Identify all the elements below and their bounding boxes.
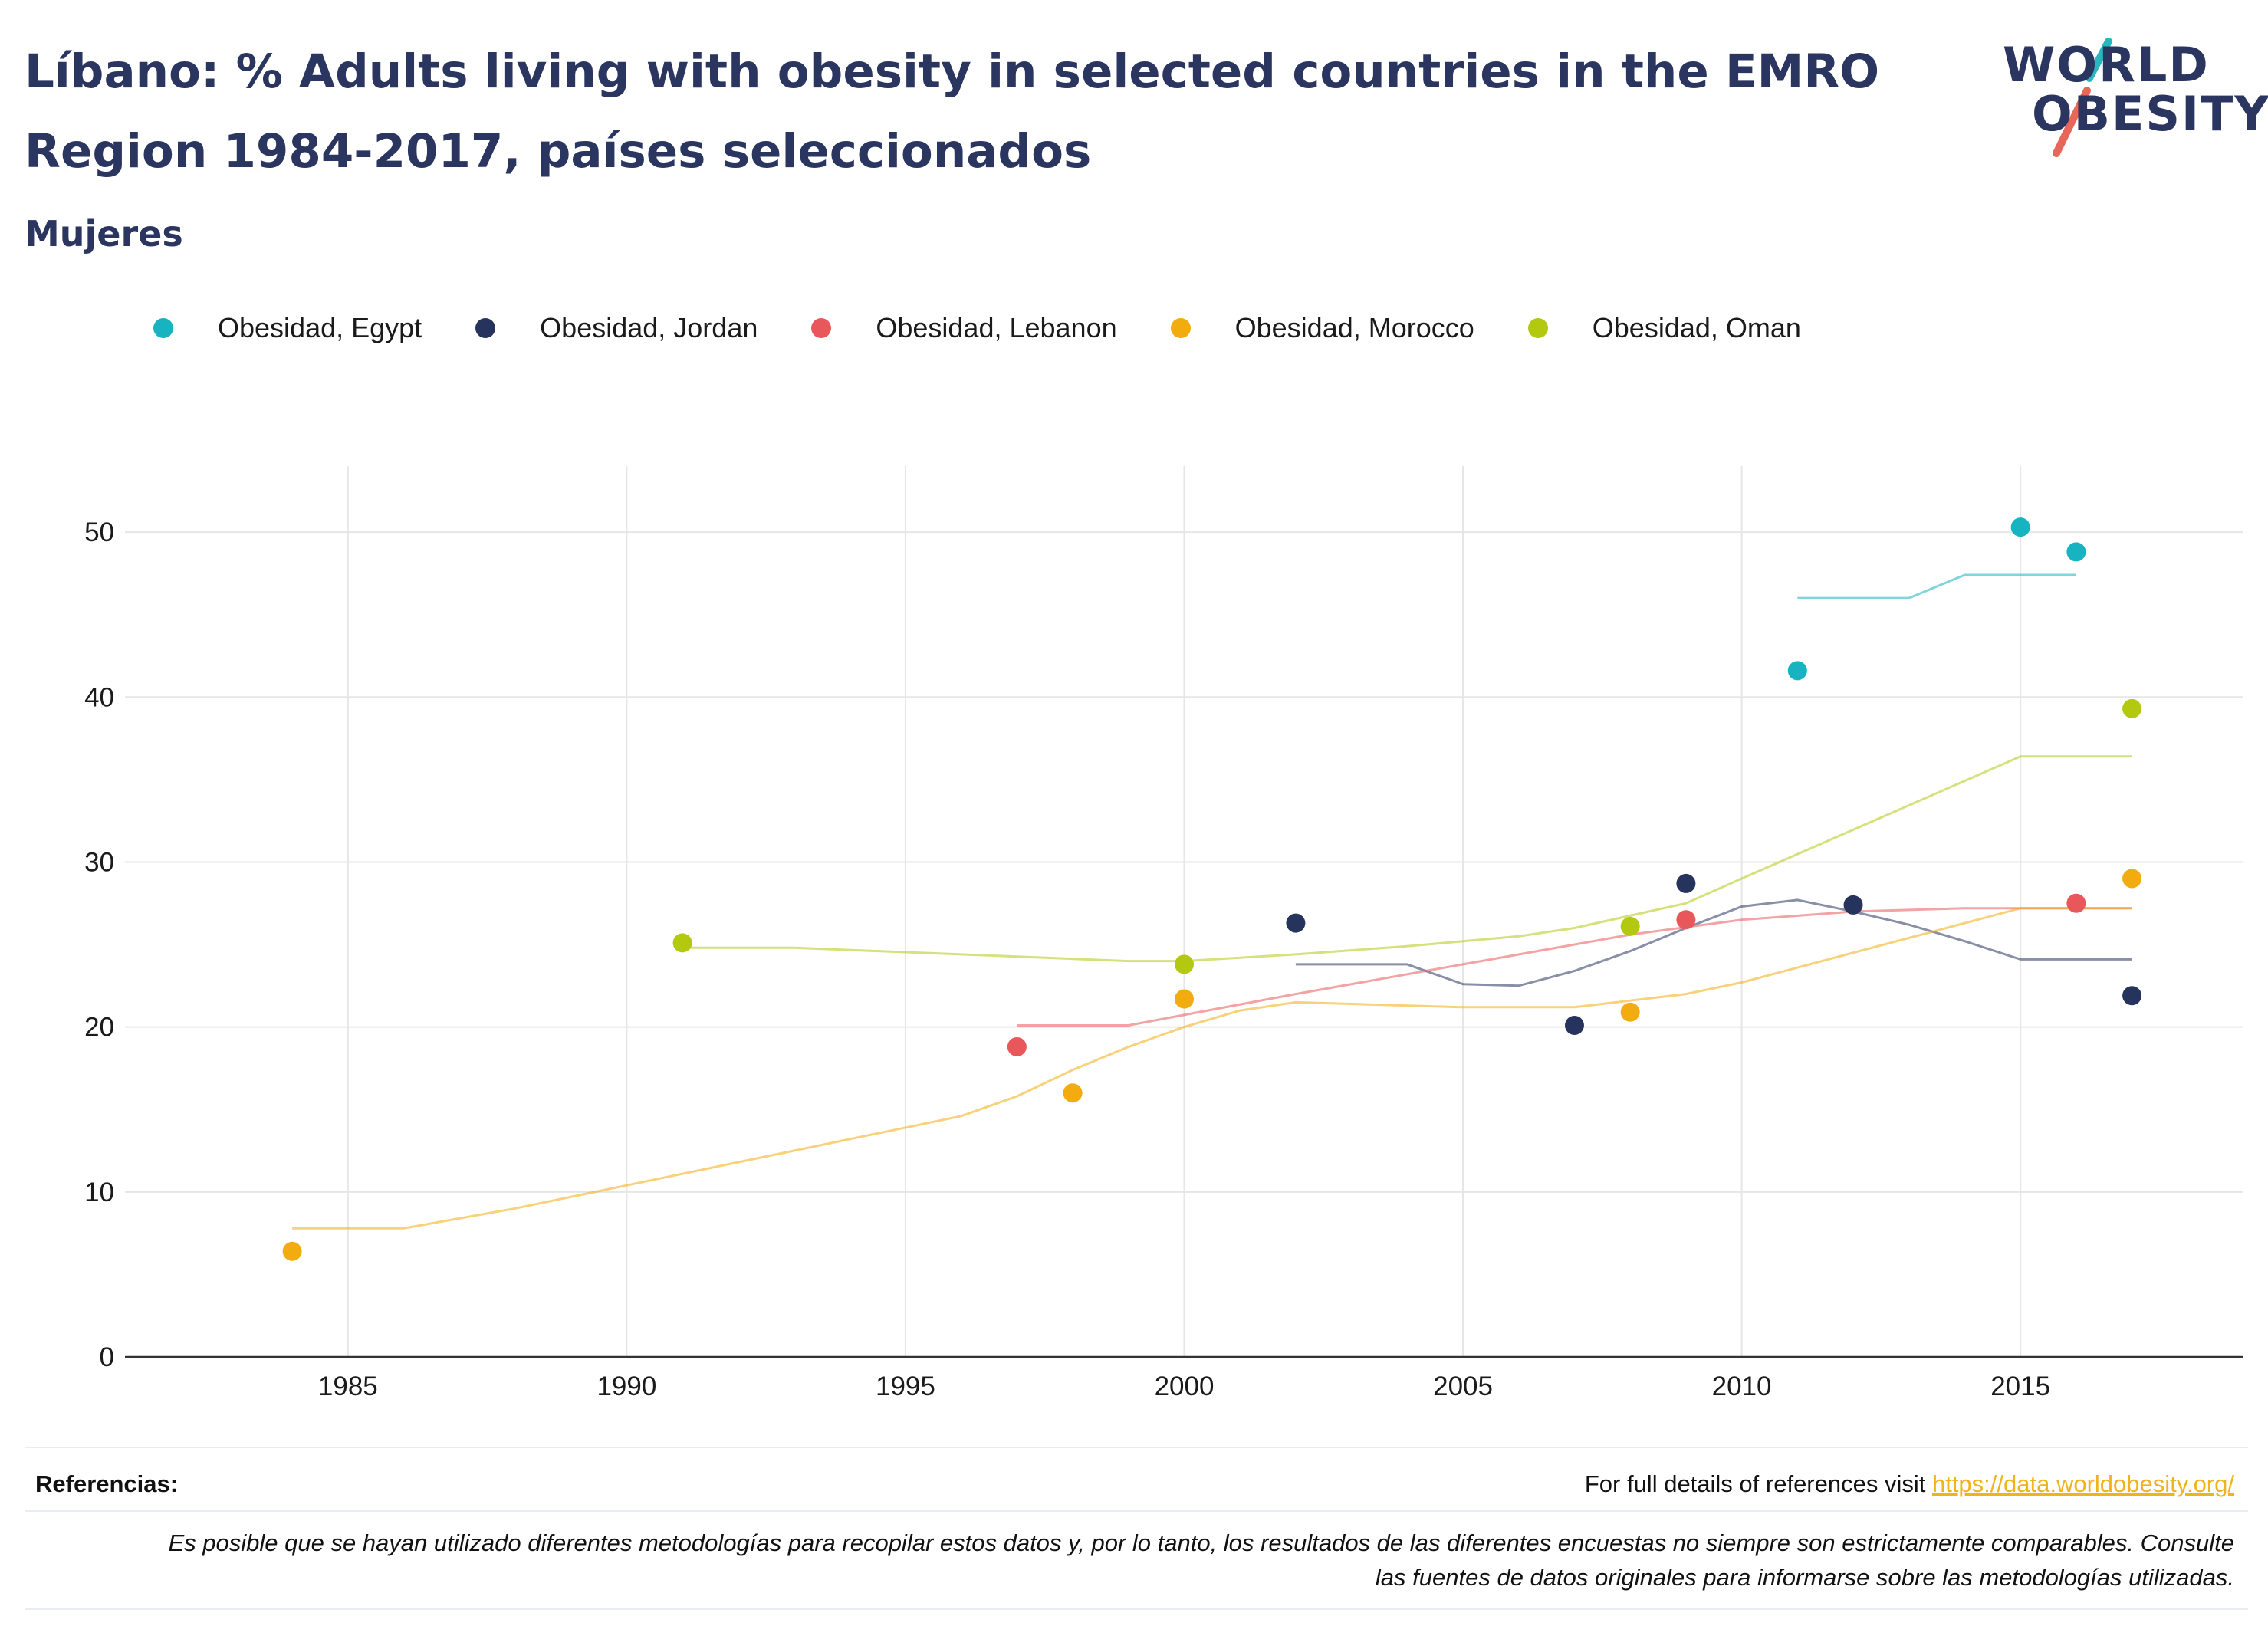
y-tick-label-30: 30	[84, 847, 114, 877]
trend-line-morocco	[292, 907, 2132, 1230]
references-label: Referencias:	[35, 1470, 179, 1497]
chart-subtitle: Mujeres	[25, 213, 183, 255]
legend-item-jordan[interactable]: Obesidad, Jordan	[475, 312, 758, 344]
x-tick-label-2005: 2005	[1433, 1371, 1493, 1401]
data-point-morocco-2000	[1175, 989, 1194, 1009]
scatter-plot: 1985 1990 1995 2000 2005 2010 2015 0 10 20 30 40 50	[84, 466, 2243, 1401]
data-point-jordan-2007	[1564, 1015, 1584, 1035]
legend-label-lebanon: Obesidad, Lebanon	[876, 312, 1117, 343]
data-point-oman-2008	[1620, 916, 1640, 936]
data-point-morocco-2008	[1620, 1002, 1640, 1022]
data-point-oman-1991	[672, 933, 692, 953]
x-tick-label-2015: 2015	[1990, 1371, 2050, 1401]
data-point-morocco-1998	[1063, 1083, 1083, 1103]
data-point-egypt-2016	[2066, 542, 2086, 562]
data-point-morocco-2017	[2122, 869, 2142, 889]
y-tick-label-10: 10	[84, 1178, 114, 1207]
legend-item-morocco[interactable]: Obesidad, Morocco	[1170, 312, 1474, 344]
data-point-jordan-2017	[2122, 986, 2142, 1006]
data-point-egypt-2015	[2010, 517, 2030, 537]
data-point-oman-2017	[2122, 698, 2142, 718]
chart-legend: Obesidad, Egypt Obesidad, Jordan Obesida…	[153, 307, 1855, 350]
legend-item-egypt[interactable]: Obesidad, Egypt	[153, 312, 422, 344]
methodology-note: Es posible que se hayan utilizado difere…	[168, 1529, 2234, 1591]
legend-item-lebanon[interactable]: Obesidad, Lebanon	[811, 312, 1117, 344]
data-point-egypt-2011	[1787, 661, 1807, 681]
trend-line-oman	[682, 755, 2132, 963]
world-obesity-logo: WORLD OBESITY	[1994, 23, 2268, 169]
legend-label-oman: Obesidad, Oman	[1592, 312, 1801, 343]
y-tick-label-0: 0	[100, 1342, 114, 1372]
data-point-oman-2000	[1175, 954, 1194, 974]
trend-line-jordan	[1295, 898, 2132, 987]
x-tick-label-2000: 2000	[1155, 1371, 1215, 1401]
x-tick-label-2010: 2010	[1712, 1371, 1772, 1401]
logo-slash-marks	[2053, 38, 2112, 157]
logo-word-world: WORLD	[2003, 37, 2210, 93]
data-point-jordan-2009	[1676, 873, 1696, 893]
legend-label-morocco: Obesidad, Morocco	[1234, 312, 1474, 343]
footer-divider-middle	[25, 1510, 2248, 1512]
footer-divider-top	[25, 1447, 2248, 1448]
legend-marker-oman	[1527, 318, 1548, 338]
legend-label-jordan: Obesidad, Jordan	[540, 312, 758, 343]
references-prefix: For full details of references visit	[1584, 1470, 1932, 1497]
legend-marker-egypt	[153, 318, 173, 338]
legend-marker-morocco	[1170, 318, 1191, 338]
data-point-morocco-1984	[282, 1241, 302, 1261]
trend-line-egypt	[1797, 573, 2076, 599]
data-point-lebanon-2016	[2066, 893, 2086, 913]
x-tick-label-1995: 1995	[876, 1371, 935, 1401]
logo-word-obesity: OBESITY	[2032, 86, 2268, 142]
data-point-lebanon-1997	[1007, 1036, 1027, 1056]
footer-divider-bottom	[25, 1608, 2248, 1610]
y-tick-label-20: 20	[84, 1013, 114, 1043]
x-tick-label-1990: 1990	[597, 1371, 656, 1401]
legend-marker-lebanon	[811, 318, 832, 338]
references-text: For full details of references visit htt…	[1585, 1470, 2234, 1498]
x-tick-label-1985: 1985	[318, 1371, 378, 1401]
data-point-lebanon-2009	[1676, 910, 1696, 930]
legend-label-egypt: Obesidad, Egypt	[218, 312, 422, 343]
y-tick-label-50: 50	[84, 517, 114, 547]
chart-title: Líbano: % Adults living with obesity in …	[25, 44, 1880, 179]
legend-marker-jordan	[475, 318, 496, 338]
legend-item-oman[interactable]: Obesidad, Oman	[1527, 312, 1801, 344]
data-point-jordan-2012	[1843, 895, 1863, 915]
data-point-jordan-2002	[1286, 913, 1306, 933]
y-tick-label-40: 40	[84, 682, 114, 712]
references-link[interactable]: https://data.worldobesity.org/	[1931, 1470, 2234, 1497]
